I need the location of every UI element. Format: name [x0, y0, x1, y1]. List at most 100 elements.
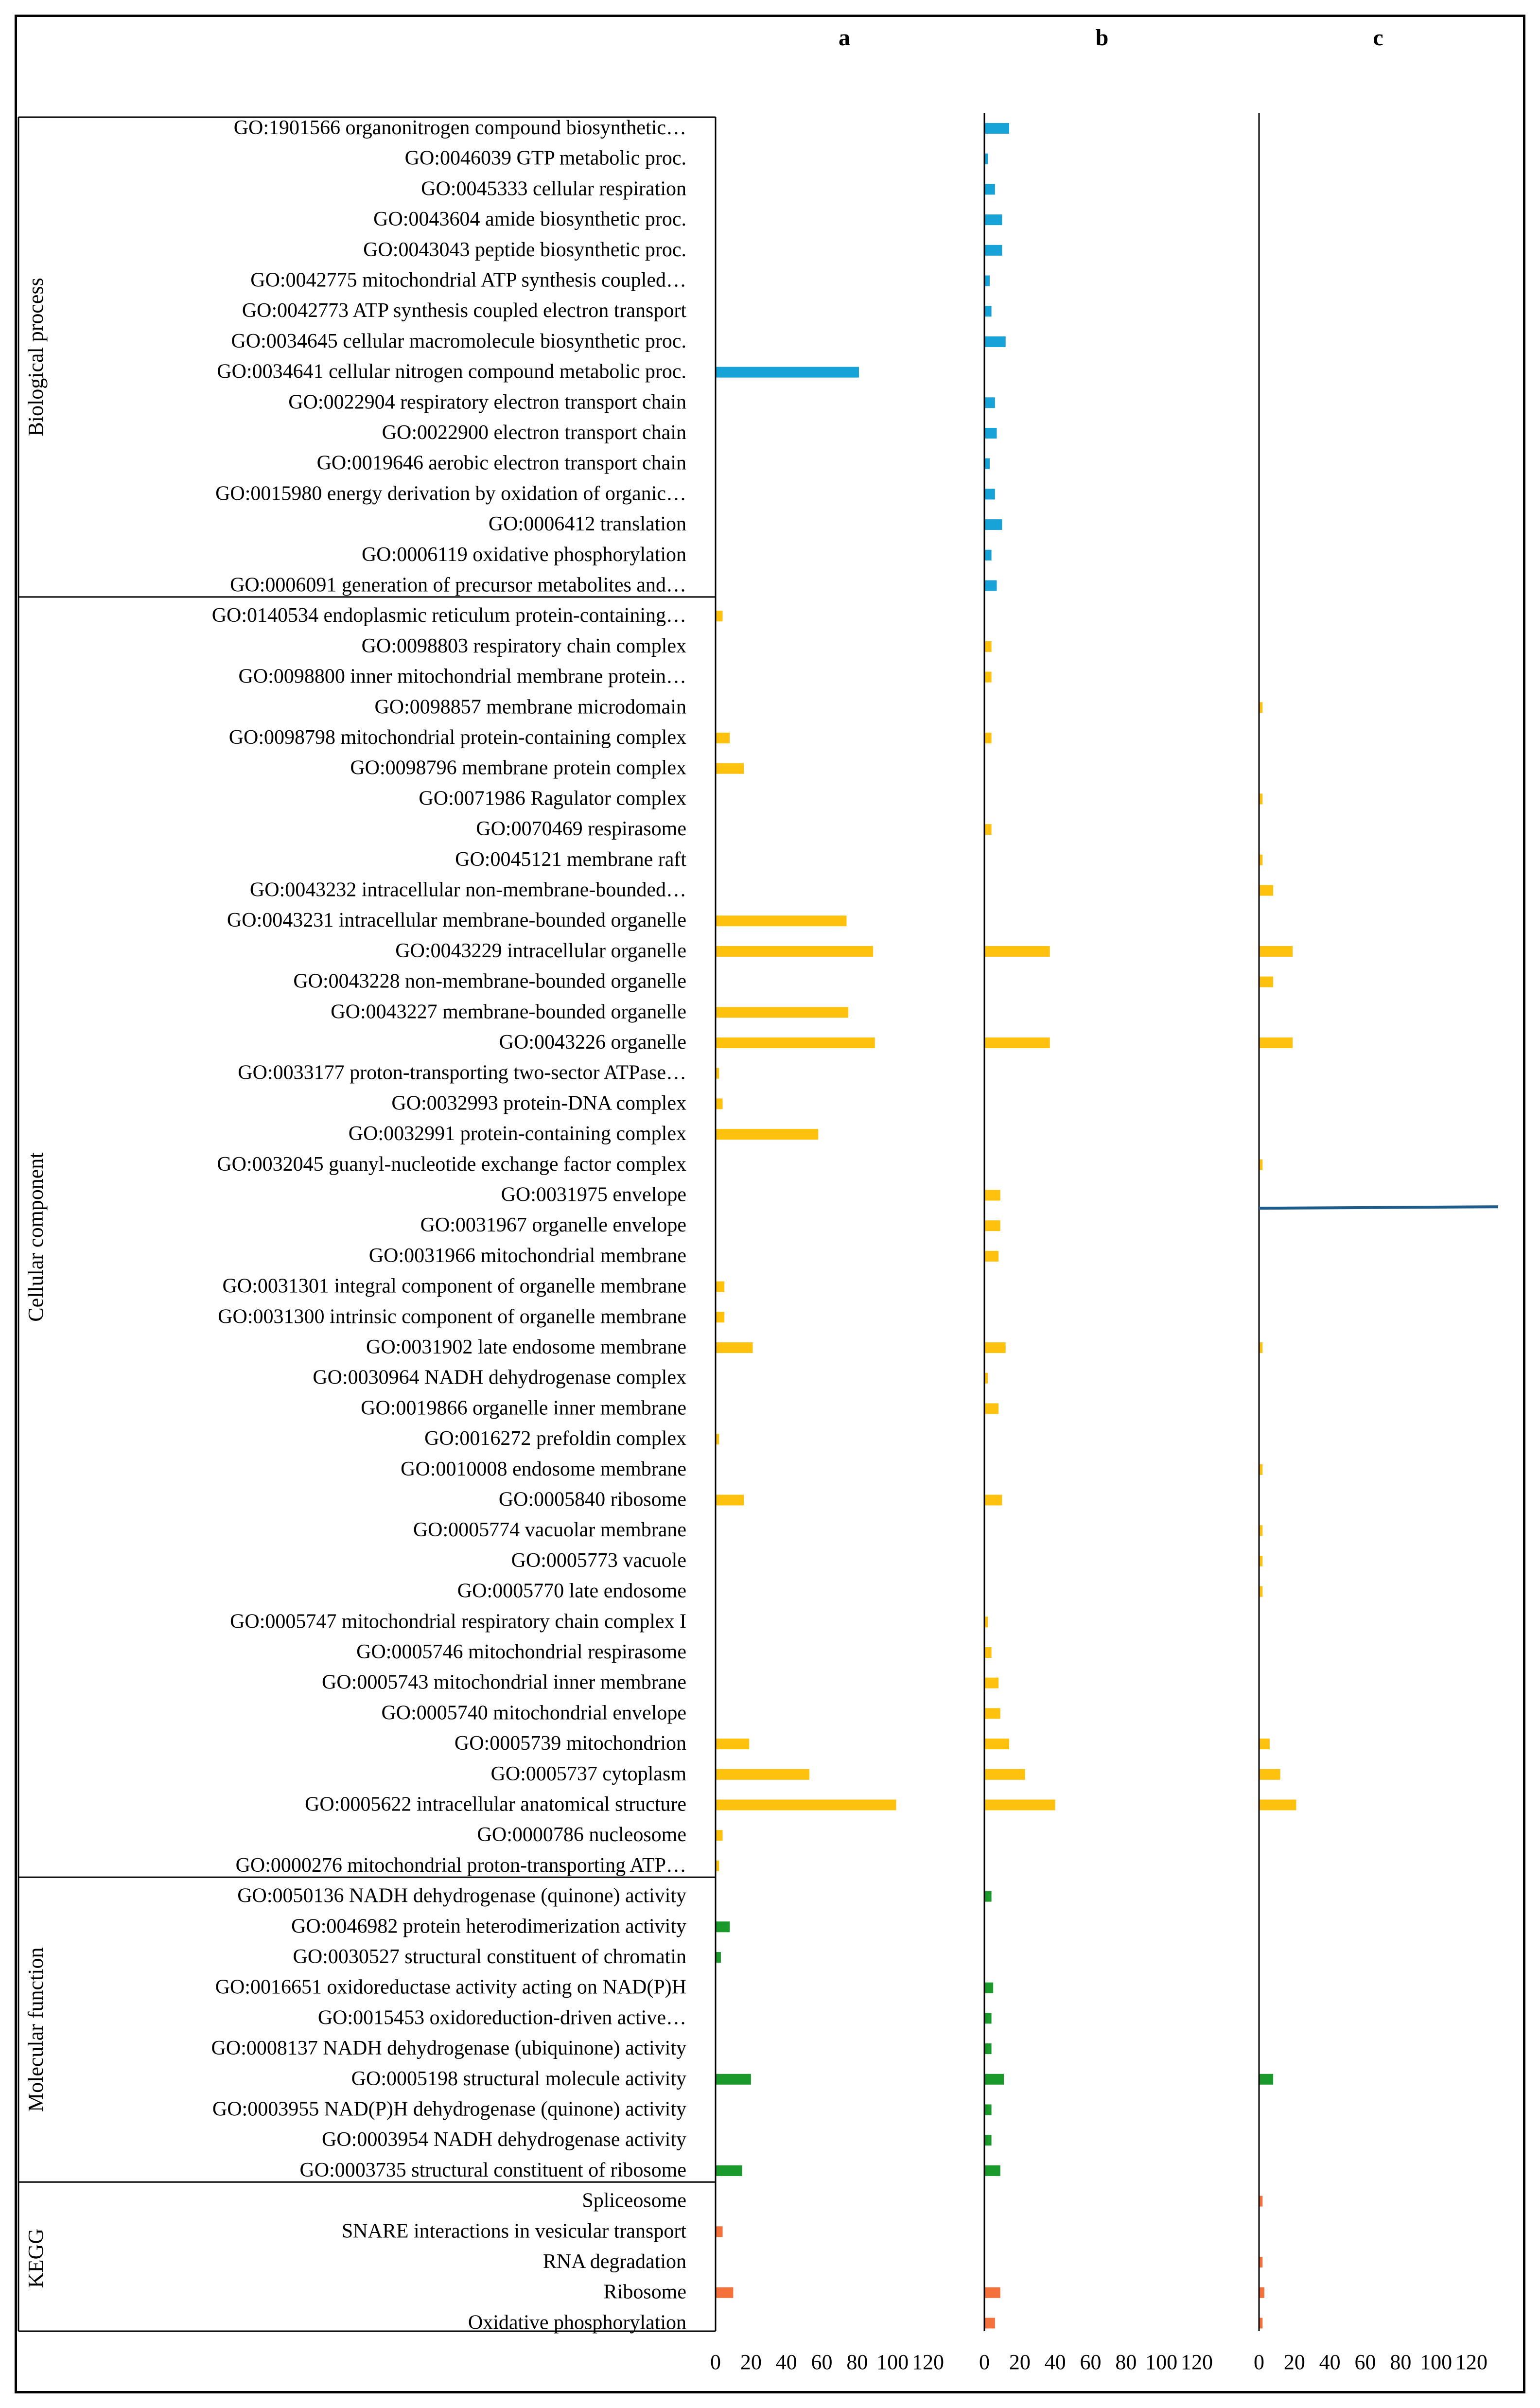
group-label-kegg: KEGG: [24, 2229, 48, 2288]
term-label: GO:0043228 non-membrane-bounded organell…: [293, 970, 686, 993]
term-label: GO:0019866 organelle inner membrane: [361, 1397, 686, 1419]
bar-a-cellular-component: [716, 1434, 719, 1445]
bar-b-biological-process: [984, 428, 997, 439]
term-label: GO:0042773 ATP synthesis coupled electro…: [242, 299, 686, 322]
bar-a-cellular-component: [716, 1068, 719, 1079]
bar-b-biological-process: [984, 489, 995, 500]
x-tick-label-a: 60: [811, 2350, 833, 2374]
bar-b-cellular-component: [984, 671, 992, 683]
term-label: GO:0031301 integral component of organel…: [223, 1275, 686, 1298]
bar-c-cellular-component: [1259, 793, 1263, 805]
bar-a-cellular-component: [716, 915, 847, 927]
term-label: GO:0098803 respiratory chain complex: [362, 635, 686, 657]
bar-c-cellular-component: [1259, 976, 1274, 987]
term-label: GO:0005740 mitochondrial envelope: [381, 1702, 686, 1724]
term-label: GO:0033177 proton-transporting two-secto…: [238, 1062, 686, 1084]
bar-c-kegg: [1259, 2287, 1264, 2298]
bar-b-biological-process: [984, 306, 992, 317]
x-tick-label-c: 120: [1455, 2350, 1488, 2374]
bar-b-molecular-function: [984, 2135, 992, 2146]
x-tick-label-a: 20: [740, 2350, 762, 2374]
term-label: GO:0043043 peptide biosynthetic proc.: [363, 239, 686, 261]
bar-b-biological-process: [984, 458, 990, 469]
bar-a-cellular-component: [716, 946, 874, 957]
term-label: GO:0019646 aerobic electron transport ch…: [317, 452, 686, 475]
term-label: GO:0034645 cellular macromolecule biosyn…: [231, 330, 686, 352]
bar-c-cellular-component: [1259, 885, 1274, 896]
bar-c-cellular-component: [1259, 1555, 1263, 1566]
bar-c-kegg: [1259, 2318, 1263, 2329]
term-label: GO:0043604 amide biosynthetic proc.: [373, 208, 686, 230]
x-tick-label-b: 100: [1145, 2350, 1177, 2374]
x-tick-label-c: 60: [1355, 2350, 1376, 2374]
bar-c-cellular-component: [1259, 1037, 1293, 1048]
term-label: GO:0140534 endoplasmic reticulum protein…: [212, 604, 686, 627]
term-label: GO:0006091 generation of precursor metab…: [230, 574, 686, 597]
bar-a-molecular-function: [716, 1952, 721, 1963]
term-label: GO:0046982 protein heterodimerization ac…: [291, 1915, 686, 1937]
term-label: GO:0016651 oxidoreductase activity actin…: [215, 1976, 686, 1999]
term-label: GO:0046039 GTP metabolic proc.: [405, 147, 686, 170]
term-label: GO:0031967 organelle envelope: [420, 1214, 686, 1236]
bar-b-kegg: [984, 2287, 1000, 2298]
term-label: GO:0005774 vacuolar membrane: [413, 1519, 686, 1541]
x-tick-label-a: 80: [846, 2350, 868, 2374]
bar-a-cellular-component: [716, 1799, 896, 1810]
x-tick-label-c: 80: [1390, 2350, 1411, 2374]
bar-a-cellular-component: [716, 1007, 849, 1018]
term-label: GO:0043227 membrane-bounded organelle: [331, 1001, 686, 1023]
term-label: GO:0005840 ribosome: [499, 1489, 686, 1511]
term-label: GO:0031300 intrinsic component of organe…: [218, 1305, 686, 1328]
term-label: GO:0005743 mitochondrial inner membrane: [322, 1671, 686, 1694]
bar-b-biological-process: [984, 336, 1006, 347]
term-label: GO:0034641 cellular nitrogen compound me…: [217, 361, 686, 383]
term-label: GO:0098796 membrane protein complex: [350, 757, 686, 779]
bar-b-cellular-component: [984, 1677, 999, 1688]
term-label: GO:0070469 respirasome: [476, 818, 686, 840]
bar-b-cellular-component: [984, 1708, 1000, 1719]
term-label: GO:0015980 energy derivation by oxidatio…: [215, 482, 686, 505]
bar-b-molecular-function: [984, 1891, 992, 1902]
term-label: GO:0045121 membrane raft: [455, 848, 686, 871]
bar-b-biological-process: [984, 123, 1009, 134]
x-tick-label-b: 120: [1181, 2350, 1213, 2374]
term-label: GO:0005622 intracellular anatomical stru…: [305, 1793, 686, 1816]
group-label-cellular-component: Cellular component: [24, 1152, 48, 1321]
term-label: GO:0022900 electron transport chain: [382, 422, 686, 444]
bar-b-cellular-component: [984, 1617, 988, 1628]
bar-b-biological-process: [984, 580, 997, 591]
bar-b-molecular-function: [984, 2013, 992, 2024]
term-label: Spliceosome: [582, 2190, 686, 2212]
term-label: GO:0043232 intracellular non-membrane-bo…: [250, 879, 686, 901]
bar-a-molecular-function: [716, 2074, 751, 2085]
bar-c-cellular-component: [1259, 1769, 1280, 1780]
bar-c-kegg: [1259, 2257, 1263, 2267]
bar-b-cellular-component: [984, 1342, 1006, 1353]
bar-a-cellular-component: [716, 1860, 719, 1871]
term-label: GO:0005773 vacuole: [511, 1549, 686, 1572]
bar-b-biological-process: [984, 275, 990, 286]
term-label: GO:0030964 NADH dehydrogenase complex: [313, 1367, 686, 1389]
bar-c-cellular-component: [1259, 702, 1263, 713]
term-label: Oxidative phosphorylation: [468, 2311, 686, 2334]
bar-a-cellular-component: [716, 1494, 744, 1506]
bar-c-cellular-component: [1259, 1799, 1296, 1810]
term-label: GO:0000786 nucleosome: [477, 1824, 686, 1846]
term-label: GO:0030527 structural constituent of chr…: [293, 1946, 686, 1968]
bar-c-cellular-component: [1259, 1525, 1263, 1536]
bar-b-molecular-function: [984, 1982, 994, 1993]
term-label: GO:0045333 cellular respiration: [421, 177, 686, 200]
bar-a-cellular-component: [716, 1129, 819, 1140]
bar-b-cellular-component: [984, 1037, 1050, 1048]
bar-b-cellular-component: [984, 1372, 988, 1384]
term-label: SNARE interactions in vesicular transpor…: [342, 2220, 687, 2242]
term-label: GO:0005198 structural molecule activity: [351, 2068, 686, 2090]
bar-a-kegg: [716, 2287, 734, 2298]
term-label: GO:0005746 mitochondrial respirasome: [356, 1641, 686, 1663]
bar-b-cellular-component: [984, 1190, 1000, 1201]
bar-b-biological-process: [984, 184, 995, 195]
term-label: GO:0006412 translation: [489, 513, 686, 535]
bar-a-cellular-component: [716, 763, 744, 774]
bar-b-cellular-component: [984, 1739, 1009, 1750]
x-tick-label-c: 0: [1254, 2350, 1264, 2374]
